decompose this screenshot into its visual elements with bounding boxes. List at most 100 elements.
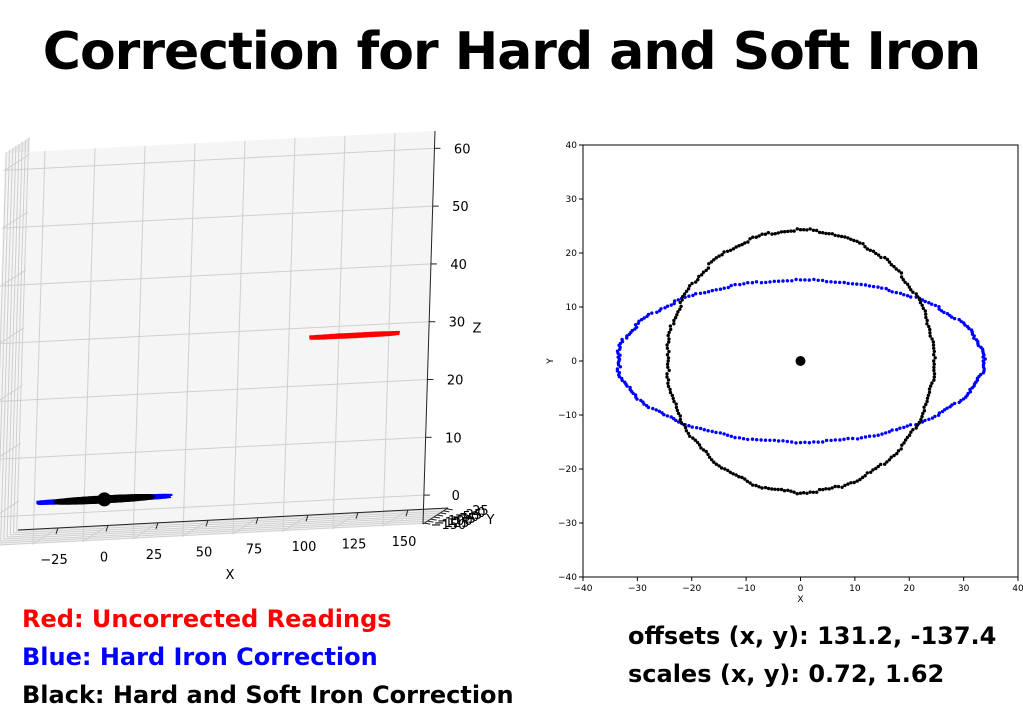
data-point [776, 439, 781, 443]
data-point [751, 235, 755, 239]
data-point [907, 285, 911, 289]
data-point [792, 229, 796, 233]
data-point [922, 409, 927, 413]
data-point [917, 297, 922, 302]
data-point [718, 431, 722, 435]
data-point [712, 460, 716, 464]
data-point [691, 436, 695, 440]
y-tick-label: −100 [437, 514, 473, 529]
data-point [932, 375, 936, 379]
data-point [770, 232, 774, 236]
data-point [754, 235, 758, 239]
chart-2d[interactable]: −40 −30 −20 −10 0 10 20 30 40 −40 −30 −20 −10 0 10 20 30… [540, 130, 1023, 610]
data-point [896, 449, 901, 453]
data-point [729, 283, 733, 288]
data-point [719, 466, 724, 470]
data-point [686, 431, 691, 436]
data-point [952, 316, 957, 321]
data-point [889, 263, 894, 267]
chart-3d[interactable]: −25 0 25 50 75 100 125 150250−25−50−75−100−125−… [0, 100, 540, 600]
data-point [776, 487, 780, 492]
data-point [675, 408, 680, 413]
data-point [876, 433, 880, 437]
data-point [690, 281, 694, 286]
data-point [714, 462, 718, 466]
data-point [928, 327, 932, 332]
data-point [786, 229, 790, 234]
grid-line-z [0, 379, 428, 402]
data-point [666, 359, 670, 363]
data-point [731, 247, 736, 251]
z-tick-label: 0 [452, 489, 460, 504]
data-point [838, 438, 842, 442]
data-point [665, 343, 669, 347]
data-point [680, 298, 684, 302]
data-point [883, 462, 887, 466]
data-point [811, 228, 816, 232]
y-tick-label: −150 [431, 518, 467, 533]
data-point [763, 485, 768, 490]
data-point [925, 399, 929, 404]
data-point [863, 283, 868, 287]
data-point [760, 232, 764, 236]
data-point [860, 475, 865, 480]
data-point [792, 490, 796, 494]
y-tick-label: −50 [452, 510, 479, 525]
data-point [733, 282, 737, 287]
data-point [932, 362, 936, 366]
data-point [892, 264, 896, 269]
data-point [807, 278, 811, 282]
data-point [795, 492, 799, 496]
data-point [670, 393, 674, 398]
data-point [666, 333, 670, 338]
grid-line-y [16, 137, 447, 532]
grid-line-y [9, 141, 441, 536]
data-point [668, 387, 672, 392]
axes-2d: −40 −30 −20 −10 0 10 20 30 40 −40 −30 −20 −10 0 10 20 30… [546, 141, 1023, 605]
data-point [901, 278, 905, 282]
data-point [930, 416, 935, 420]
data-point [674, 418, 678, 423]
data-point [836, 234, 841, 238]
data-point [827, 232, 831, 236]
data-point [905, 424, 909, 428]
data-point [942, 408, 947, 412]
data-point [699, 426, 703, 431]
data-point [618, 347, 622, 351]
data-point [704, 268, 708, 273]
x-axis-label: X [797, 595, 803, 605]
data-point [695, 440, 700, 445]
data-point [816, 440, 820, 444]
y-tick-label: 10 [566, 303, 578, 313]
data-point [743, 241, 747, 245]
data-point [895, 428, 899, 432]
data-point [665, 375, 669, 379]
data-point [902, 425, 906, 430]
data-point [764, 280, 768, 285]
data-point [725, 433, 730, 437]
data-point [667, 340, 671, 344]
data-point [668, 324, 673, 328]
data-point [763, 232, 768, 236]
y-tick [443, 510, 450, 513]
data-point [974, 338, 979, 342]
data-point [737, 436, 742, 440]
data-point [666, 356, 671, 360]
data-point [666, 365, 670, 369]
data-point [909, 288, 913, 292]
data-point [625, 384, 629, 388]
data-point [885, 460, 889, 464]
x-tick [105, 525, 109, 532]
data-point [982, 361, 986, 365]
data-point [927, 390, 932, 394]
stats: offsets (x, y): 131.2, -137.4 scales (x,… [628, 617, 996, 693]
data-point [695, 426, 699, 430]
data-point [894, 290, 898, 295]
data-point [663, 306, 667, 310]
data-point [768, 438, 772, 442]
data-point [650, 311, 654, 315]
data-point [808, 490, 812, 494]
data-point [627, 332, 631, 336]
data-point [737, 475, 741, 479]
data-point [861, 242, 865, 246]
